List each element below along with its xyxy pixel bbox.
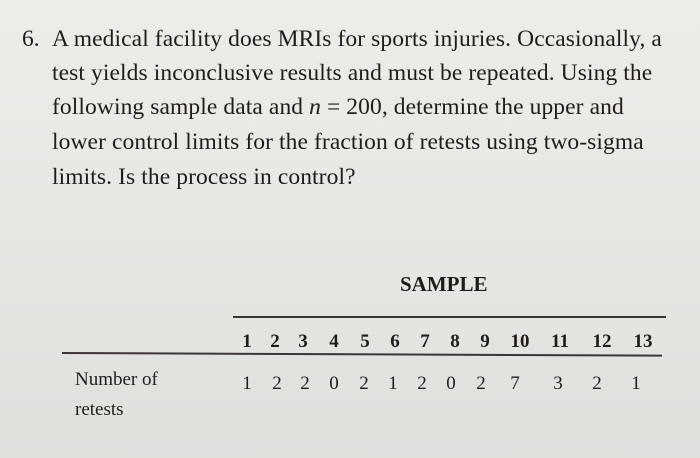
retest-value: 0	[329, 373, 339, 394]
sample-header: 7	[420, 331, 430, 352]
sample-header: 11	[551, 331, 569, 352]
row-label-line-2: retests	[75, 399, 124, 420]
retest-value: 0	[446, 373, 456, 394]
line-3-rest: = 200, determine the upper and	[320, 94, 624, 120]
retest-value: 1	[242, 373, 252, 394]
problem-line-5: limits. Is the process in control?	[52, 164, 356, 190]
retest-value: 2	[417, 373, 427, 394]
sample-header: 3	[298, 331, 308, 352]
retest-value: 1	[388, 373, 398, 394]
retest-value: 3	[553, 373, 563, 394]
problem-line-1: A medical facility does MRIs for sports …	[52, 26, 662, 52]
sample-header: 2	[270, 331, 280, 352]
sample-header: 4	[329, 331, 339, 352]
retest-value: 2	[359, 373, 369, 394]
table-title: SAMPLE	[400, 272, 488, 296]
problem-line-3: following sample data and n = 200, deter…	[52, 94, 624, 121]
retest-value: 2	[272, 373, 282, 394]
retest-value: 2	[592, 373, 602, 394]
variable-n: n	[309, 94, 321, 120]
sample-header: 6	[390, 331, 400, 352]
retest-value: 2	[476, 373, 486, 394]
title-rule	[233, 316, 666, 318]
problem-line-4: lower control limits for the fraction of…	[52, 129, 644, 155]
sample-header: 1	[242, 331, 252, 352]
retest-value: 1	[631, 373, 641, 394]
sample-header: 8	[450, 331, 460, 352]
sample-header: 10	[510, 331, 530, 352]
problem-line-2: test yields inconclusive results and mus…	[52, 60, 653, 86]
sample-header: 12	[592, 331, 612, 352]
retest-value: 2	[300, 373, 310, 394]
row-label-line-1: Number of	[75, 369, 158, 390]
sample-header: 5	[360, 331, 370, 352]
sample-header: 9	[480, 331, 490, 352]
retest-value: 7	[510, 373, 520, 394]
sample-header: 13	[633, 331, 653, 352]
line-3-text: following sample data and	[52, 94, 310, 120]
problem-number: 6.	[22, 26, 40, 52]
